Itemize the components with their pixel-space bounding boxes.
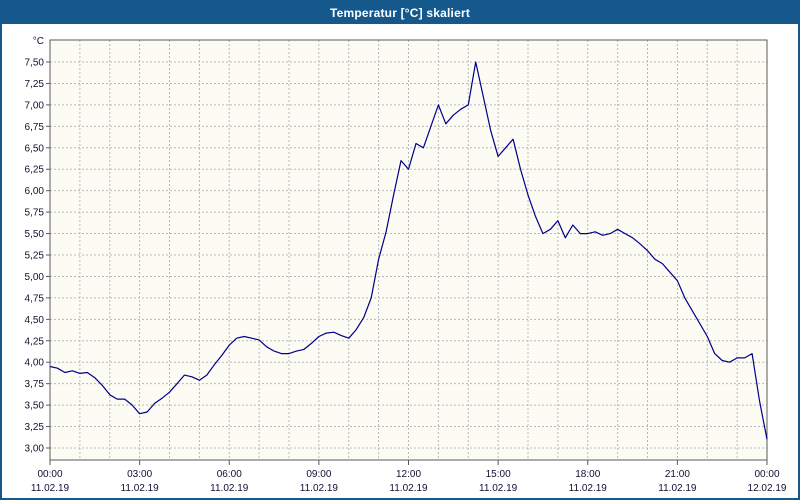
y-tick-label: 6,00 bbox=[25, 186, 45, 197]
x-tick-time-label: 06:00 bbox=[217, 469, 242, 480]
y-tick-label: 7,25 bbox=[25, 79, 45, 90]
y-tick-label: 4,25 bbox=[25, 336, 45, 347]
temperature-line bbox=[49, 61, 768, 440]
y-tick-label: 4,50 bbox=[25, 315, 45, 326]
y-tick-label: 3,75 bbox=[25, 379, 45, 390]
y-tick-label: 4,00 bbox=[25, 358, 45, 369]
x-tick-time-label: 18:00 bbox=[575, 469, 600, 480]
y-tick-label: 5,75 bbox=[25, 208, 45, 219]
y-tick-label: 6,50 bbox=[25, 143, 45, 154]
x-tick-date-label: 11.02.19 bbox=[121, 483, 160, 494]
y-tick-label: 5,25 bbox=[25, 251, 45, 262]
y-tick-label: 5,00 bbox=[25, 272, 45, 283]
x-tick-date-label: 11.02.19 bbox=[300, 483, 339, 494]
x-tick-date-label: 12.02.19 bbox=[748, 483, 787, 494]
chart-svg: °C 7,50 7,25 7,00 6,75 6,50 6,25 6,00 5,75 5,50 5,… bbox=[25, 36, 787, 494]
y-tick-label: 4,75 bbox=[25, 293, 45, 304]
y-tick-label: 7,00 bbox=[25, 100, 45, 111]
x-tick-time-label: 15:00 bbox=[486, 469, 511, 480]
x-tick-time-label: 00:00 bbox=[754, 469, 779, 480]
y-tick-label: 3,50 bbox=[25, 401, 45, 412]
y-tick-label: 6,75 bbox=[25, 122, 45, 133]
window-title-bar: Temperatur [°C] skaliert bbox=[2, 2, 798, 24]
x-tick-time-label: 00:00 bbox=[37, 469, 62, 480]
x-tick-date-label: 11.02.19 bbox=[479, 483, 518, 494]
x-tick-date-label: 11.02.19 bbox=[658, 483, 697, 494]
window-title: Temperatur [°C] skaliert bbox=[329, 6, 471, 20]
y-tick-label: 6,25 bbox=[25, 165, 45, 176]
x-tick-date-label: 11.02.19 bbox=[389, 483, 428, 494]
y-axis-unit-label: °C bbox=[33, 36, 44, 47]
x-tick-date-label: 11.02.19 bbox=[31, 483, 70, 494]
y-tick-label: 7,50 bbox=[25, 58, 45, 69]
x-tick-date-label: 11.02.19 bbox=[569, 483, 608, 494]
chart-area: °C 7,50 7,25 7,00 6,75 6,50 6,25 6,00 5,75 5,50 5,… bbox=[2, 24, 798, 498]
x-tick-time-label: 12:00 bbox=[396, 469, 421, 480]
y-tick-label: 3,00 bbox=[25, 444, 45, 455]
x-tick-time-label: 09:00 bbox=[306, 469, 331, 480]
y-tick-label: 5,50 bbox=[25, 229, 45, 240]
x-tick-time-label: 03:00 bbox=[127, 469, 152, 480]
x-tick-time-label: 21:00 bbox=[665, 469, 690, 480]
y-tick-label: 3,25 bbox=[25, 422, 45, 433]
x-tick-date-label: 11.02.19 bbox=[210, 483, 249, 494]
